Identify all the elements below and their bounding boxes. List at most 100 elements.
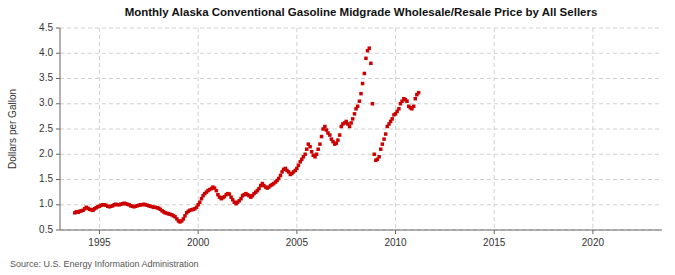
point [315,153,319,157]
grid-line [494,28,495,230]
y-tick-label: 4.0 [39,47,53,58]
point [323,125,327,129]
point [338,133,342,137]
point [363,72,367,76]
y-tick [56,154,60,155]
point [318,142,322,146]
grid-line [60,28,662,29]
x-tick-label: 2020 [582,237,605,248]
point [371,102,375,106]
source: Source: U.S. Energy Information Administ… [10,259,199,269]
points [73,46,420,223]
x-tick [395,230,396,234]
x-tick [296,230,297,234]
point [384,132,388,136]
grid-line [296,28,297,230]
point [364,57,368,61]
x-tick [99,230,100,234]
y-tick [56,129,60,130]
grid-line [198,28,199,230]
grid-line [60,129,662,130]
grid-line [60,103,662,104]
y-tick [56,204,60,205]
grid-line [60,78,662,79]
y-tick [56,179,60,180]
y-tick [56,78,60,79]
point [215,189,219,193]
y-tick-label: 0.5 [39,224,53,235]
point [368,46,372,50]
y-tick-label: 4.5 [39,22,53,33]
x-tick-label: 2015 [483,237,506,248]
x-tick [494,230,495,234]
point [297,164,301,168]
y-tick-label: 2.5 [39,123,53,134]
point [198,200,202,204]
grid-line [60,230,662,231]
point [336,138,340,142]
point [303,153,307,157]
point [200,197,204,201]
point [257,187,261,191]
grid [60,28,662,230]
point [228,192,232,196]
point [310,150,314,154]
point [414,97,418,101]
y-tick-label: 3.5 [39,72,53,83]
y-tick-label: 1.5 [39,173,53,184]
point [369,62,373,66]
point [412,105,416,109]
point [382,137,386,141]
point [353,112,357,116]
point [381,142,385,146]
title: Monthly Alaska Conventional Gasoline Mid… [125,6,598,18]
point [279,174,283,178]
y-tick-label: 2.0 [39,148,53,159]
point [316,147,320,151]
point [405,99,409,103]
point [351,117,355,121]
y-tick [56,28,60,29]
y-tick [56,230,60,231]
grid-line [60,154,662,155]
x-tick-label: 2000 [187,237,210,248]
x-tick [198,230,199,234]
y-tick-label: 1.0 [39,198,53,209]
point [182,217,186,221]
x-tick-label: 2005 [286,237,309,248]
point [417,91,421,95]
point [359,92,363,96]
axes: 0.5 1.0 1.5 2.0 2.5 3.0 3.5 4.0 4.5 1995 2000 2005 2… [39,22,662,248]
point [277,177,281,181]
point [377,155,381,159]
x-tick [592,230,593,234]
point [328,133,332,137]
grid-line [592,28,593,230]
grid-line [60,179,662,180]
point [348,125,352,129]
point [295,167,299,171]
x-tick-label: 2010 [384,237,407,248]
point [397,107,401,111]
grid-line [60,53,662,54]
x-axis-line [60,230,662,231]
point [325,128,329,132]
x-tick-label: 1995 [88,237,111,248]
point [358,99,362,103]
point [308,145,312,149]
grid-line [395,28,396,230]
point [356,105,360,109]
y-axis-label: Dollars per Gallon [7,89,18,169]
point [320,135,324,139]
point [390,117,394,121]
point [349,121,353,125]
point [239,197,243,201]
chart: 0.5 1.0 1.5 2.0 2.5 3.0 3.5 4.0 4.5 1995 2000 2005 2… [0,0,675,275]
y-tick [56,53,60,54]
point [379,147,383,151]
point [305,147,309,151]
point [335,141,339,145]
point [361,82,365,86]
y-tick-label: 3.0 [39,97,53,108]
y-tick [56,103,60,104]
